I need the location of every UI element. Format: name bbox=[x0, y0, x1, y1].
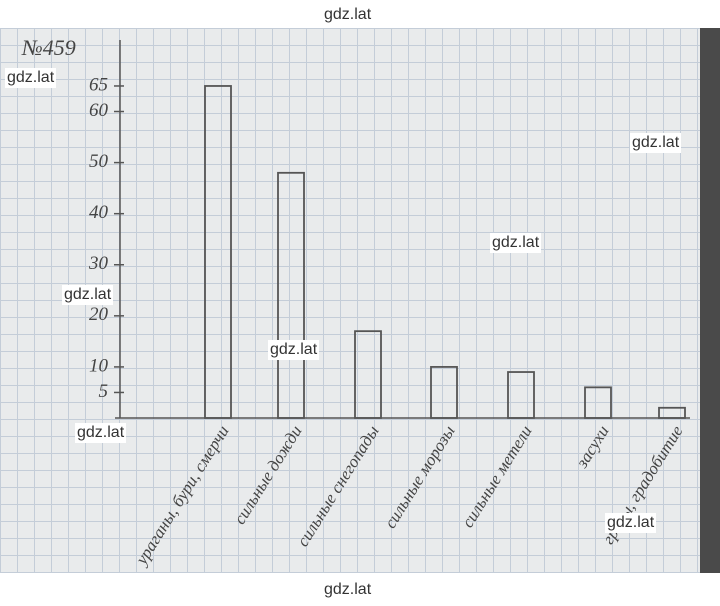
graph-paper bbox=[0, 28, 700, 573]
chart-title: №459 bbox=[21, 35, 76, 60]
y-tick-label: 40 bbox=[89, 202, 109, 223]
notebook-edge bbox=[700, 28, 720, 573]
watermark: gdz.lat bbox=[62, 285, 114, 305]
x-tick-label: ураганы, бури, смерчи bbox=[131, 422, 233, 569]
bar bbox=[430, 366, 458, 419]
x-tick-label: сильные снегопады bbox=[293, 422, 383, 550]
bar bbox=[204, 85, 232, 419]
bar bbox=[584, 386, 612, 419]
watermark: gdz.lat bbox=[75, 423, 127, 443]
y-tick-label: 50 bbox=[89, 151, 109, 172]
watermark: gdz.lat bbox=[490, 233, 542, 253]
watermark: gdz.lat bbox=[605, 513, 657, 533]
x-tick-label: сильные метели bbox=[458, 422, 536, 531]
x-tick-label: сильные морозы bbox=[380, 422, 458, 531]
bar bbox=[658, 406, 686, 419]
bar bbox=[277, 171, 305, 419]
y-tick-label: 5 bbox=[99, 381, 109, 402]
y-tick-label: 10 bbox=[89, 355, 109, 376]
y-tick-label: 30 bbox=[88, 253, 109, 274]
y-tick-label: 20 bbox=[89, 304, 109, 325]
watermark: gdz.lat bbox=[322, 580, 374, 600]
y-tick-label: 60 bbox=[89, 100, 109, 121]
watermark: gdz.lat bbox=[322, 5, 374, 25]
watermark: gdz.lat bbox=[630, 133, 682, 153]
x-tick-label: засухи bbox=[572, 422, 613, 472]
bar bbox=[507, 371, 535, 419]
y-tick-label: 65 bbox=[89, 74, 108, 95]
watermark: gdz.lat bbox=[5, 68, 57, 88]
x-tick-label: сильные дожди bbox=[230, 422, 306, 528]
bar bbox=[354, 330, 382, 419]
watermark: gdz.lat bbox=[268, 340, 320, 360]
